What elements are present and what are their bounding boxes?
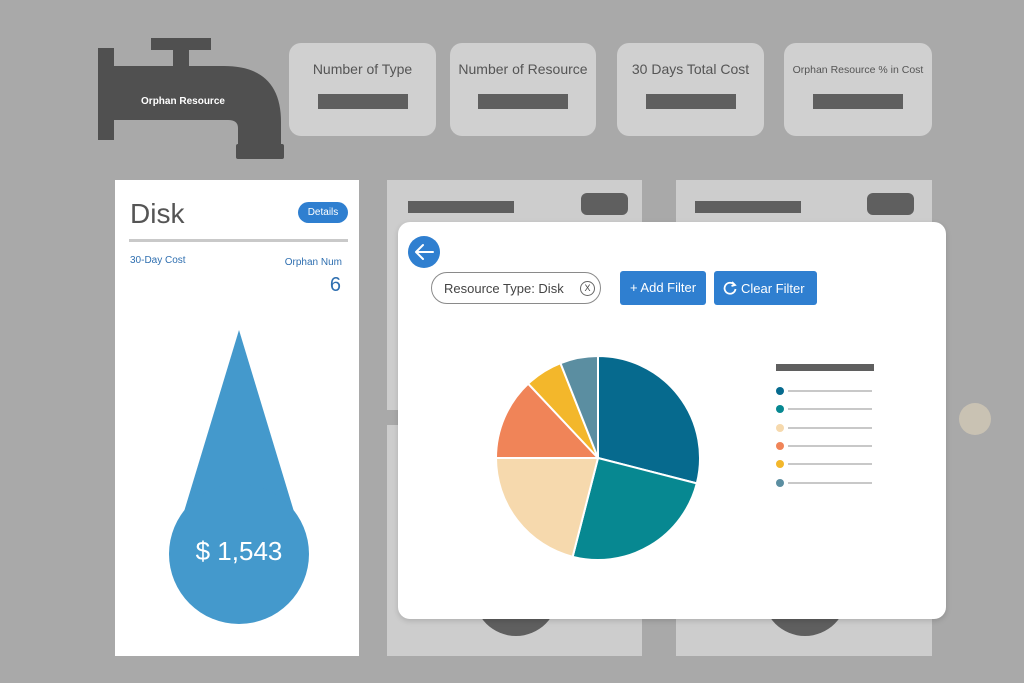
kpi-number-of-resource: Number of Resource <box>450 43 596 136</box>
filter-chip[interactable]: Resource Type: Disk X <box>431 272 601 304</box>
kpi-orphan-percent-cost: Orphan Resource % in Cost <box>784 43 932 136</box>
pie-slice <box>494 457 600 559</box>
legend-label-placeholder <box>788 481 872 484</box>
legend-dot <box>776 441 784 450</box>
pie-slice <box>559 354 599 459</box>
details-button[interactable]: Details <box>298 202 348 223</box>
legend-item <box>770 423 880 433</box>
legend-label-placeholder <box>788 390 872 392</box>
legend-dot <box>776 405 784 414</box>
legend-item <box>770 441 880 451</box>
cost-value: $ 1,543 <box>195 536 283 566</box>
faucet-icon <box>98 38 284 159</box>
kpi-value-placeholder <box>645 94 736 109</box>
logo-label: Orphan Resource <box>141 96 225 107</box>
kpi-title: Number of Type <box>312 61 413 77</box>
card-title: Disk <box>130 198 185 229</box>
placeholder-bar <box>408 201 514 213</box>
pie-chart <box>494 354 701 561</box>
legend-item <box>770 404 880 414</box>
legend-dot <box>776 423 784 432</box>
divider <box>129 239 348 242</box>
cost-label: 30-Day Cost <box>130 255 186 266</box>
legend-item <box>770 478 880 488</box>
legend-label-placeholder <box>788 426 872 429</box>
legend-label-placeholder <box>788 444 872 447</box>
kpi-title: Number of Resource <box>458 61 588 77</box>
clear-filter-label: Clear Filter <box>741 281 805 296</box>
legend-dot <box>776 387 784 395</box>
pie-slice <box>571 456 699 561</box>
orphan-num-label: Orphan Num <box>284 257 342 268</box>
kpi-title: Orphan Resource % in Cost <box>792 64 924 76</box>
kpi-value-placeholder <box>317 94 408 109</box>
legend-title-placeholder <box>776 364 874 371</box>
legend-item <box>770 386 880 396</box>
arrow-left-icon <box>415 244 434 260</box>
legend-dot <box>776 460 784 469</box>
legend-label-placeholder <box>788 408 872 411</box>
chart-legend <box>770 362 880 492</box>
kpi-number-of-type: Number of Type <box>289 43 436 136</box>
close-icon[interactable]: X <box>580 281 595 296</box>
kpi-value-placeholder <box>478 94 568 109</box>
water-drop-icon <box>169 330 309 624</box>
refresh-icon <box>723 281 737 295</box>
filter-chip-label: Resource Type: Disk <box>444 281 564 296</box>
legend-label-placeholder <box>788 463 872 466</box>
kpi-30-days-total-cost: 30 Days Total Cost <box>617 43 764 136</box>
orphan-num-value: 6 <box>329 274 341 296</box>
legend-dot <box>776 478 784 487</box>
legend-item <box>770 459 880 469</box>
placeholder-pill <box>581 193 628 215</box>
filter-modal: Resource Type: Disk X + Add Filter Clear… <box>398 222 946 619</box>
back-button[interactable] <box>408 236 440 268</box>
placeholder-pill <box>867 193 914 215</box>
placeholder-bar <box>695 201 801 213</box>
pie-slice <box>494 382 601 459</box>
kpi-value-placeholder <box>813 94 903 109</box>
disk-card: Disk Details 30-Day Cost Orphan Num 6 $ … <box>115 180 359 656</box>
pie-slice <box>597 354 701 485</box>
clear-filter-button[interactable]: Clear Filter <box>714 271 817 305</box>
decorative-circle <box>959 403 991 435</box>
add-filter-button[interactable]: + Add Filter <box>620 271 706 305</box>
kpi-title: 30 Days Total Cost <box>631 61 750 77</box>
